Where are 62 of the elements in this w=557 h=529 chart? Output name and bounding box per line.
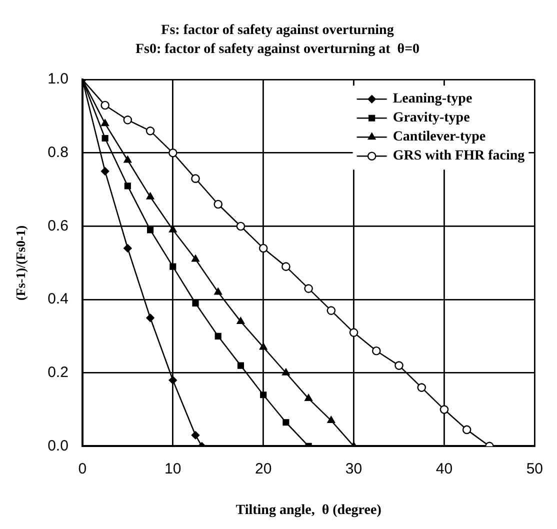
chart-subtitle: Fs0: factor of safety against overturning at θ=0 xyxy=(135,42,420,57)
point xyxy=(326,306,336,315)
point xyxy=(282,419,290,426)
point xyxy=(417,383,426,392)
point xyxy=(214,200,223,209)
point xyxy=(304,284,313,293)
x-tick-label: 50 xyxy=(526,460,543,478)
legend-label: Leaning-type xyxy=(392,92,472,107)
y-tick-label: 0.2 xyxy=(48,364,68,382)
point xyxy=(192,300,199,307)
point xyxy=(191,431,200,440)
point xyxy=(327,416,336,424)
point xyxy=(259,342,268,350)
x-tick-label: 10 xyxy=(164,460,182,478)
point xyxy=(168,148,178,158)
point xyxy=(100,167,110,176)
point xyxy=(124,182,131,190)
point xyxy=(123,116,132,124)
point xyxy=(349,328,358,337)
point xyxy=(124,156,132,163)
y-tick-label: 0.0 xyxy=(48,437,68,454)
point xyxy=(462,425,472,434)
point xyxy=(146,226,154,234)
x-tick-label: 20 xyxy=(254,460,272,478)
point xyxy=(394,361,404,370)
x-axis-title: Tilting angle, θ (degree) xyxy=(236,503,382,518)
y-axis-title: (Fs-1)/(Fs0-1) xyxy=(13,225,28,300)
point xyxy=(101,119,109,126)
x-tick-label: 0 xyxy=(78,460,87,478)
point xyxy=(100,100,110,110)
legend-label: Gravity-type xyxy=(392,110,470,126)
y-tick-label: 1.0 xyxy=(48,70,68,88)
point xyxy=(260,392,267,398)
point xyxy=(236,317,245,324)
point xyxy=(146,192,154,200)
point xyxy=(146,126,155,136)
point xyxy=(168,376,177,384)
legend-label: Cantilever-type xyxy=(392,130,486,145)
point xyxy=(169,226,177,232)
point xyxy=(124,244,132,252)
point xyxy=(282,262,290,271)
chart-title: Fs: factor of safety against overturning xyxy=(161,23,394,38)
point xyxy=(102,134,108,142)
y-tick-label: 0.6 xyxy=(48,217,68,234)
point xyxy=(304,394,312,402)
legend-label: GRS with FHR facing xyxy=(392,148,525,164)
y-tick-label: 0.4 xyxy=(48,290,68,308)
point xyxy=(372,346,381,356)
point xyxy=(146,314,154,322)
point xyxy=(214,332,222,340)
point xyxy=(191,174,200,183)
point xyxy=(236,222,246,231)
x-tick-label: 30 xyxy=(345,460,362,478)
x-tick-label: 40 xyxy=(436,460,453,478)
point xyxy=(237,362,244,369)
point xyxy=(440,405,449,414)
point xyxy=(282,368,290,376)
point xyxy=(214,288,222,295)
point xyxy=(170,263,176,270)
point xyxy=(192,254,200,262)
point xyxy=(258,244,268,253)
y-tick-label: 0.8 xyxy=(48,144,68,162)
